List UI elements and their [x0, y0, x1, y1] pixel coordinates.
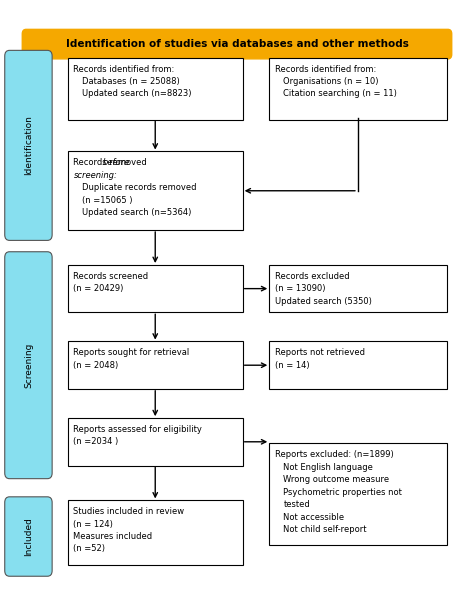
Text: (n = 14): (n = 14) [275, 361, 310, 370]
Text: Psychometric properties not: Psychometric properties not [283, 488, 402, 497]
Text: Identification: Identification [24, 115, 33, 175]
Text: Reports not retrieved: Reports not retrieved [275, 348, 365, 357]
Text: Citation searching (n = 11): Citation searching (n = 11) [283, 90, 397, 98]
Text: Studies included in review: Studies included in review [73, 507, 184, 516]
Text: (n =52): (n =52) [73, 545, 106, 553]
FancyBboxPatch shape [5, 497, 52, 576]
Text: (n =15065 ): (n =15065 ) [82, 196, 133, 204]
FancyBboxPatch shape [269, 342, 447, 389]
Text: before: before [102, 158, 129, 167]
Text: Not accessible: Not accessible [283, 512, 345, 522]
Text: Records excluded: Records excluded [275, 271, 349, 281]
Text: Duplicate records removed: Duplicate records removed [82, 183, 197, 192]
FancyBboxPatch shape [5, 252, 52, 479]
Text: tested: tested [283, 500, 310, 509]
FancyBboxPatch shape [68, 342, 243, 389]
Text: Records identified from:: Records identified from: [73, 65, 175, 74]
Text: Identification of studies via databases and other methods: Identification of studies via databases … [65, 38, 409, 49]
FancyBboxPatch shape [269, 265, 447, 312]
Text: Updated search (5350): Updated search (5350) [275, 296, 372, 306]
Text: screening:: screening: [73, 171, 118, 179]
FancyBboxPatch shape [68, 265, 243, 312]
Text: (n = 13090): (n = 13090) [275, 284, 326, 293]
Text: Databases (n = 25088): Databases (n = 25088) [82, 77, 180, 86]
FancyBboxPatch shape [22, 29, 452, 59]
Text: Updated search (n=8823): Updated search (n=8823) [82, 90, 191, 98]
FancyBboxPatch shape [68, 58, 243, 120]
Text: (n = 20429): (n = 20429) [73, 284, 124, 293]
FancyBboxPatch shape [68, 418, 243, 465]
Text: Not child self-report: Not child self-report [283, 525, 367, 534]
FancyBboxPatch shape [5, 51, 52, 240]
Text: Records removed: Records removed [73, 158, 150, 167]
Text: Records screened: Records screened [73, 271, 148, 281]
Text: (n = 2048): (n = 2048) [73, 361, 118, 370]
Text: Not English language: Not English language [283, 463, 374, 472]
FancyBboxPatch shape [68, 151, 243, 230]
Text: Measures included: Measures included [73, 532, 153, 541]
Text: Reports sought for retrieval: Reports sought for retrieval [73, 348, 190, 357]
Text: Records identified from:: Records identified from: [275, 65, 376, 74]
Text: Reports assessed for eligibility: Reports assessed for eligibility [73, 425, 202, 434]
Text: (n =2034 ): (n =2034 ) [73, 437, 118, 447]
Text: Included: Included [24, 517, 33, 556]
Text: Reports excluded: (n=1899): Reports excluded: (n=1899) [275, 450, 394, 459]
FancyBboxPatch shape [68, 500, 243, 565]
Text: Screening: Screening [24, 343, 33, 388]
FancyBboxPatch shape [269, 443, 447, 545]
Text: Organisations (n = 10): Organisations (n = 10) [283, 77, 379, 86]
Text: (n = 124): (n = 124) [73, 520, 113, 528]
FancyBboxPatch shape [269, 58, 447, 120]
Text: Updated search (n=5364): Updated search (n=5364) [82, 208, 191, 217]
Text: Wrong outcome measure: Wrong outcome measure [283, 475, 390, 484]
